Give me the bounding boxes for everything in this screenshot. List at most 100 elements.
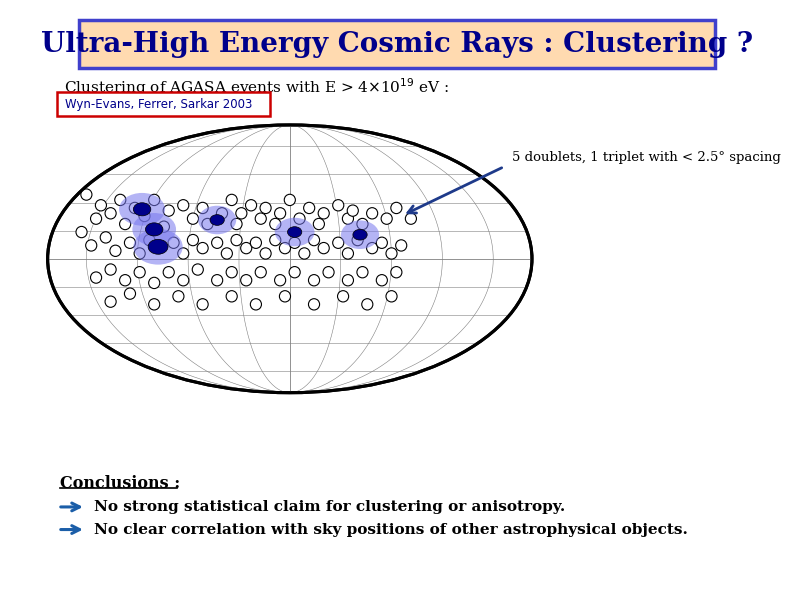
Ellipse shape (105, 208, 116, 219)
Ellipse shape (164, 205, 174, 216)
Ellipse shape (367, 243, 378, 253)
Ellipse shape (148, 195, 160, 206)
Ellipse shape (100, 232, 111, 243)
Ellipse shape (197, 243, 208, 253)
Ellipse shape (211, 237, 222, 248)
Ellipse shape (91, 213, 102, 224)
Ellipse shape (275, 218, 314, 246)
Ellipse shape (323, 267, 334, 278)
Ellipse shape (231, 234, 242, 246)
Ellipse shape (342, 275, 353, 286)
Ellipse shape (91, 272, 102, 283)
Ellipse shape (367, 208, 378, 219)
Ellipse shape (48, 125, 532, 393)
Ellipse shape (81, 189, 92, 200)
Ellipse shape (308, 299, 319, 310)
Text: Conclusions :: Conclusions : (60, 475, 179, 491)
Ellipse shape (299, 248, 310, 259)
Ellipse shape (86, 240, 97, 251)
Ellipse shape (105, 296, 116, 307)
Text: Clustering of AGASA events with E > 4$\times$10$^{19}$ eV :: Clustering of AGASA events with E > 4$\t… (64, 77, 449, 98)
Ellipse shape (391, 202, 402, 214)
Ellipse shape (134, 248, 145, 259)
Ellipse shape (353, 229, 367, 240)
Ellipse shape (386, 248, 397, 259)
Ellipse shape (333, 200, 344, 211)
Ellipse shape (279, 291, 291, 302)
Ellipse shape (76, 227, 87, 237)
Ellipse shape (192, 264, 203, 275)
Text: No strong statistical claim for clustering or anisotropy.: No strong statistical claim for clusteri… (94, 500, 565, 514)
Ellipse shape (226, 195, 237, 206)
Ellipse shape (318, 243, 330, 253)
Ellipse shape (197, 202, 208, 214)
Ellipse shape (164, 267, 174, 278)
Ellipse shape (133, 203, 151, 216)
Ellipse shape (376, 237, 387, 248)
Ellipse shape (303, 202, 314, 214)
Ellipse shape (250, 299, 261, 310)
Ellipse shape (308, 234, 319, 246)
Ellipse shape (352, 234, 363, 246)
Ellipse shape (133, 213, 176, 246)
Ellipse shape (289, 237, 300, 248)
Ellipse shape (260, 202, 272, 214)
Ellipse shape (129, 202, 141, 214)
Ellipse shape (318, 208, 330, 219)
Ellipse shape (139, 210, 150, 221)
Ellipse shape (357, 267, 368, 278)
Ellipse shape (231, 218, 242, 230)
Ellipse shape (287, 227, 302, 237)
Ellipse shape (217, 208, 228, 219)
Ellipse shape (308, 275, 319, 286)
Ellipse shape (275, 275, 286, 286)
Ellipse shape (241, 275, 252, 286)
Ellipse shape (110, 245, 121, 256)
Ellipse shape (148, 299, 160, 310)
Ellipse shape (125, 288, 136, 299)
Ellipse shape (48, 125, 532, 393)
Ellipse shape (197, 299, 208, 310)
Ellipse shape (260, 248, 272, 259)
Ellipse shape (275, 208, 286, 219)
Ellipse shape (95, 200, 106, 211)
FancyBboxPatch shape (57, 92, 270, 116)
Ellipse shape (395, 240, 407, 251)
Ellipse shape (226, 267, 237, 278)
Ellipse shape (211, 275, 222, 286)
Ellipse shape (405, 213, 416, 224)
Ellipse shape (187, 234, 198, 246)
Ellipse shape (168, 237, 179, 248)
Ellipse shape (133, 229, 183, 265)
Ellipse shape (158, 221, 169, 232)
Ellipse shape (245, 200, 256, 211)
Ellipse shape (222, 248, 233, 259)
Ellipse shape (125, 237, 136, 248)
Ellipse shape (120, 275, 131, 286)
Ellipse shape (226, 291, 237, 302)
Ellipse shape (342, 248, 353, 259)
Ellipse shape (178, 200, 189, 211)
Ellipse shape (178, 248, 189, 259)
Ellipse shape (144, 234, 155, 246)
Ellipse shape (279, 243, 291, 253)
Ellipse shape (198, 206, 237, 234)
Ellipse shape (114, 195, 125, 206)
Ellipse shape (381, 213, 392, 224)
Text: Ultra-High Energy Cosmic Rays : Clustering ?: Ultra-High Energy Cosmic Rays : Clusteri… (41, 30, 753, 58)
Ellipse shape (270, 234, 281, 246)
Ellipse shape (314, 218, 325, 230)
Ellipse shape (250, 237, 261, 248)
Ellipse shape (376, 275, 387, 286)
Ellipse shape (148, 239, 168, 254)
Ellipse shape (357, 218, 368, 230)
Ellipse shape (294, 213, 305, 224)
Ellipse shape (391, 267, 402, 278)
Ellipse shape (362, 299, 373, 310)
Ellipse shape (284, 195, 295, 206)
Ellipse shape (145, 223, 163, 236)
Ellipse shape (289, 267, 300, 278)
Ellipse shape (337, 291, 349, 302)
Text: Wyn-Evans, Ferrer, Sarkar 2003: Wyn-Evans, Ferrer, Sarkar 2003 (65, 98, 252, 111)
Text: 5 doublets, 1 triplet with < 2.5° spacing: 5 doublets, 1 triplet with < 2.5° spacin… (512, 151, 781, 164)
